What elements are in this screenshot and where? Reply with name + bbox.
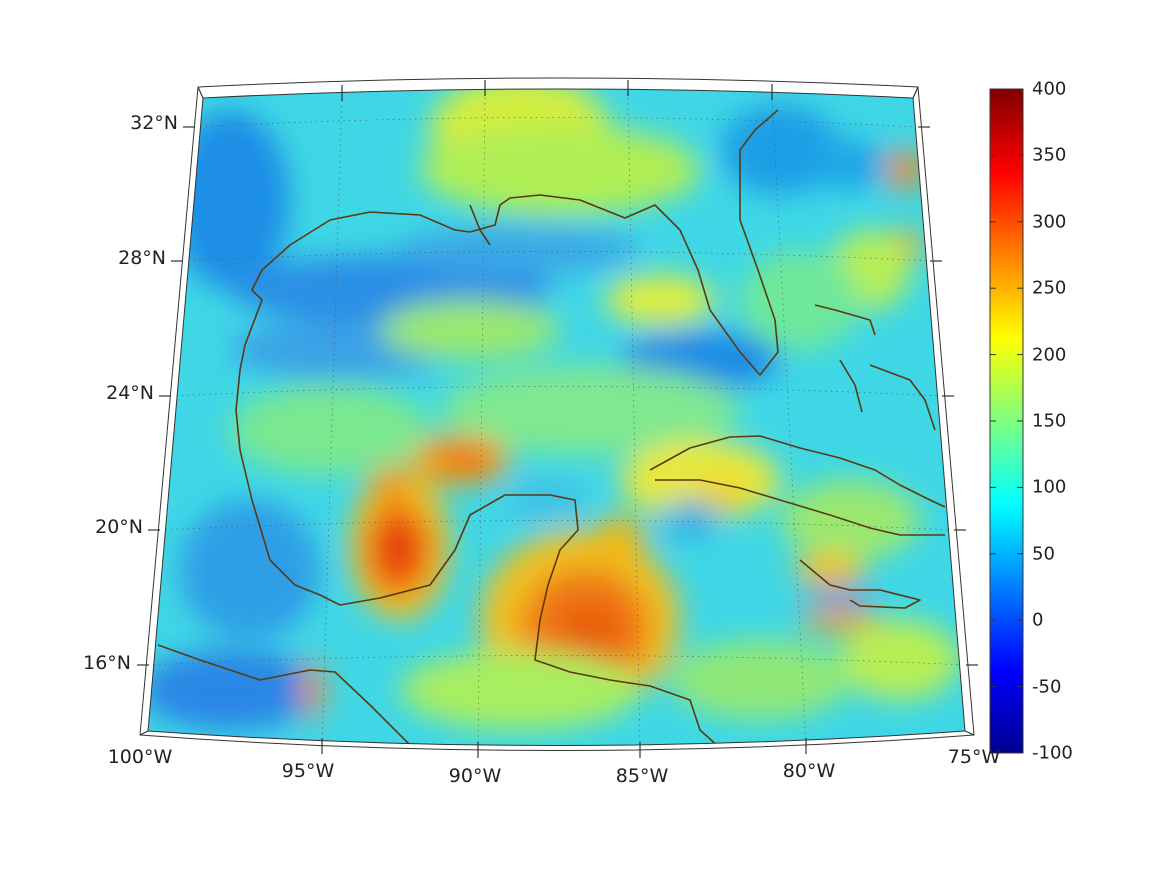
lon-label-75w: 75°W [947, 746, 1001, 768]
lat-label-20n: 20°N [95, 516, 143, 538]
field-blobs [148, 89, 960, 730]
colorbar-label: -100 [1032, 742, 1073, 764]
colorbar-label: 100 [1032, 476, 1067, 498]
colorbar-ticks [990, 88, 1023, 754]
colorbar-label: 200 [1032, 344, 1067, 366]
colorbar-label: 0 [1032, 609, 1044, 631]
lon-label-85w: 85°W [615, 765, 669, 787]
coastlines [157, 109, 946, 746]
lat-label-28n: 28°N [118, 247, 166, 269]
colorbar-label: 150 [1032, 410, 1067, 432]
map-frame [137, 77, 978, 758]
colorbar-label: 50 [1032, 543, 1055, 565]
colorbar-label: 400 [1032, 78, 1067, 100]
lon-label-100w: 100°W [107, 746, 173, 768]
lon-label-90w: 90°W [448, 765, 502, 787]
colorbar-label: 250 [1032, 277, 1067, 299]
colorbar-label: 350 [1032, 144, 1067, 166]
lat-label-24n: 24°N [106, 382, 154, 404]
data-field [148, 89, 965, 746]
colorbar-label: 300 [1032, 211, 1067, 233]
lat-label-32n: 32°N [130, 112, 178, 134]
lat-label-16n: 16°N [83, 652, 131, 674]
lon-label-95w: 95°W [281, 760, 335, 782]
colorbar-label: -50 [1032, 676, 1062, 698]
graticule [148, 91, 965, 746]
lon-label-80w: 80°W [782, 760, 836, 782]
